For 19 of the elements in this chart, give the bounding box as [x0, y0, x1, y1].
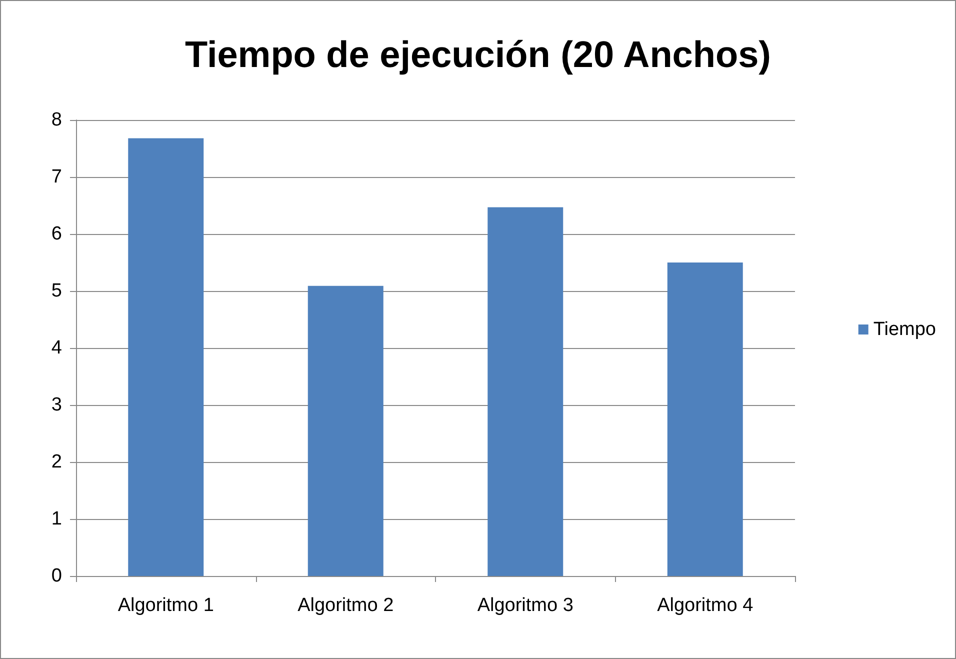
- x-tick-label: Algoritmo 4: [657, 595, 754, 616]
- y-tick-label: 3: [51, 394, 62, 416]
- y-tick-label: 2: [51, 452, 62, 472]
- y-tick-label: 8: [51, 110, 62, 130]
- bar: [308, 286, 384, 576]
- chart-title: Tiempo de ejecución (20 Anchos): [185, 34, 771, 75]
- bar: [488, 207, 564, 576]
- x-tick-label: Algoritmo 2: [298, 595, 394, 616]
- y-tick-label: 6: [51, 224, 62, 244]
- y-tick-label: 5: [51, 280, 62, 302]
- x-tick-label: Algoritmo 1: [118, 595, 214, 616]
- legend-label: Tiempo: [873, 319, 936, 340]
- y-tick-label: 1: [51, 508, 62, 530]
- y-tick-label: 7: [51, 166, 62, 188]
- bar: [667, 262, 743, 576]
- y-tick-label: 4: [51, 338, 62, 358]
- bar: [128, 138, 204, 576]
- y-tick-label: 0: [51, 566, 62, 586]
- x-tick-label: Algoritmo 3: [477, 595, 574, 616]
